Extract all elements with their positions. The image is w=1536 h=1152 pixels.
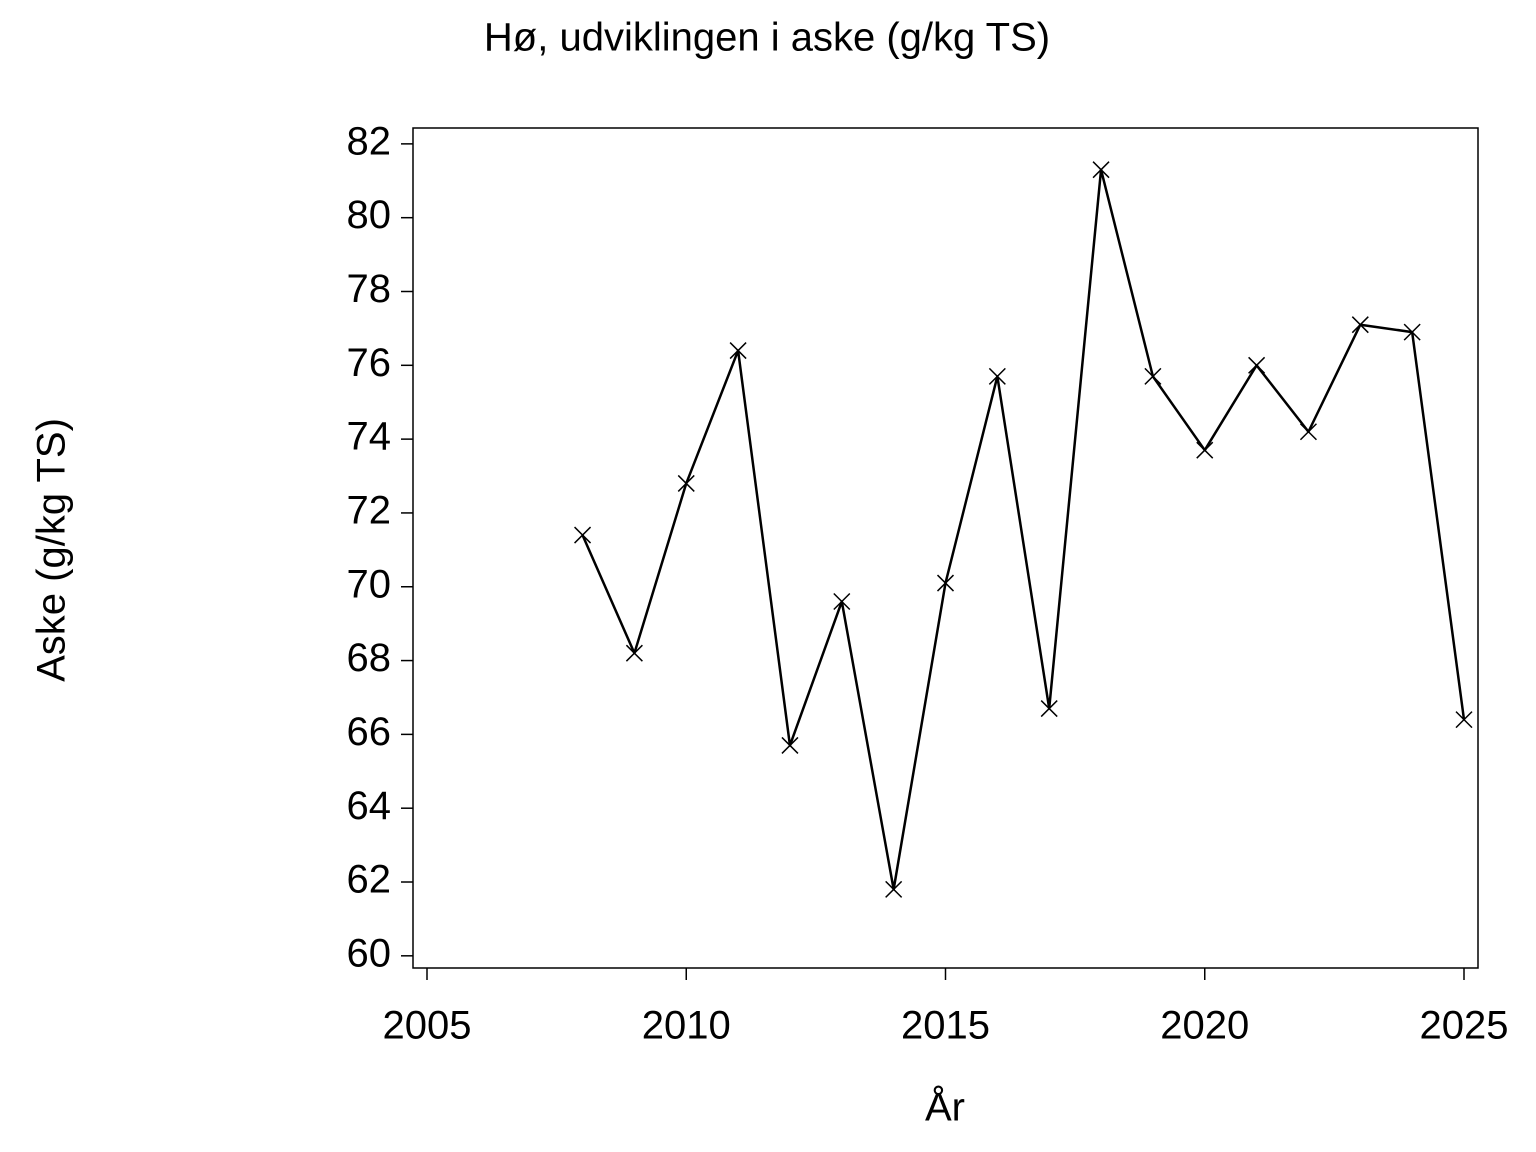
point-marker bbox=[988, 367, 1006, 385]
point-marker bbox=[936, 574, 955, 592]
y-tick-label: 68 bbox=[347, 636, 392, 680]
point-marker bbox=[1351, 316, 1369, 334]
point-marker bbox=[677, 474, 695, 492]
data-line bbox=[581, 168, 1466, 891]
x-tick-label: 2010 bbox=[642, 1004, 731, 1048]
y-tick-label: 78 bbox=[347, 267, 392, 311]
y-tick-label: 80 bbox=[347, 193, 392, 237]
point-marker bbox=[1040, 700, 1058, 718]
point-marker bbox=[781, 736, 799, 754]
point-marker bbox=[1196, 441, 1214, 459]
y-tick-label: 74 bbox=[347, 415, 392, 459]
point-marker bbox=[625, 644, 643, 662]
x-tick-label: 2015 bbox=[901, 1004, 990, 1048]
point-marker bbox=[574, 526, 592, 544]
point-marker bbox=[729, 342, 747, 360]
point-marker bbox=[1092, 161, 1110, 179]
point-marker bbox=[885, 880, 903, 898]
x-axis-label: År bbox=[925, 1085, 965, 1130]
y-tick-label: 62 bbox=[347, 858, 392, 902]
point-marker bbox=[1248, 356, 1266, 374]
plot-frame bbox=[412, 127, 1479, 969]
x-tick-label: 2025 bbox=[1420, 1004, 1509, 1048]
x-tick-label: 2020 bbox=[1160, 1004, 1249, 1048]
point-marker bbox=[1144, 367, 1162, 385]
point-marker bbox=[1403, 323, 1421, 341]
point-marker bbox=[833, 592, 851, 611]
y-tick-label: 64 bbox=[347, 784, 392, 828]
y-tick-label: 70 bbox=[347, 562, 392, 606]
y-axis-label: Aske (g/kg TS) bbox=[30, 418, 74, 682]
y-tick-label: 82 bbox=[347, 119, 392, 163]
y-tick-label: 66 bbox=[347, 710, 392, 754]
y-tick-label: 76 bbox=[347, 341, 392, 385]
point-marker bbox=[1299, 423, 1317, 441]
point-marker bbox=[1455, 711, 1473, 729]
x-tick-label: 2005 bbox=[383, 1004, 472, 1048]
chart-title: Hø, udviklingen i aske (g/kg TS) bbox=[484, 16, 1050, 60]
y-tick-label: 60 bbox=[347, 931, 392, 975]
y-tick-label: 72 bbox=[347, 489, 392, 533]
